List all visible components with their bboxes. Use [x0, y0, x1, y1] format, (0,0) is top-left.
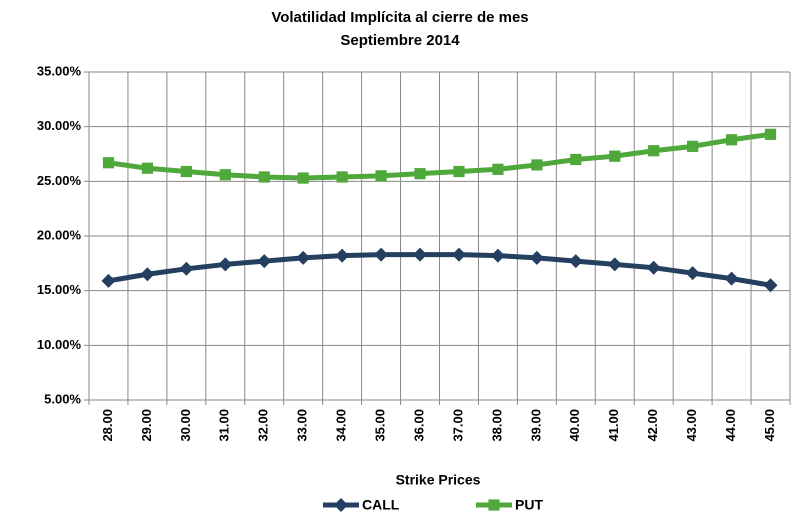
data-point: [179, 261, 194, 276]
y-tick-label: 35.00%: [37, 63, 82, 78]
x-tick-label: 35.00: [373, 409, 388, 442]
data-point: [218, 257, 233, 272]
series-line: [108, 131, 771, 181]
y-tick-label: 25.00%: [37, 173, 82, 188]
data-point: [414, 168, 426, 180]
legend-label: CALL: [362, 497, 400, 513]
chart-title: Volatilidad Implícita al cierre de mes: [271, 9, 528, 26]
data-point: [141, 162, 154, 174]
data-point: [529, 250, 544, 265]
x-tick-label: 33.00: [295, 409, 310, 442]
legend-label: PUT: [515, 497, 543, 513]
data-point: [763, 278, 778, 293]
y-tick-label: 30.00%: [37, 118, 82, 133]
y-tick-label: 10.00%: [37, 337, 82, 352]
data-point: [570, 153, 582, 166]
data-point: [296, 250, 311, 265]
data-point: [102, 157, 115, 169]
data-point: [257, 254, 272, 269]
data-point: [180, 165, 192, 178]
data-point: [724, 271, 739, 286]
x-tick-label: 31.00: [217, 409, 232, 442]
x-tick-label: 39.00: [528, 409, 543, 442]
x-tick-label: 40.00: [567, 409, 582, 442]
x-tick-label: 28.00: [100, 409, 115, 442]
x-tick-label: 36.00: [411, 409, 426, 442]
x-tick-label: 43.00: [684, 409, 699, 442]
data-point: [531, 159, 543, 171]
data-point: [140, 267, 155, 282]
data-point: [725, 134, 738, 146]
data-point: [490, 248, 505, 263]
data-point: [219, 169, 231, 181]
x-tick-label: 29.00: [139, 409, 154, 442]
data-point: [375, 170, 387, 182]
legend-marker: [334, 498, 348, 512]
y-tick-label: 5.00%: [44, 391, 81, 406]
data-point: [646, 260, 661, 275]
x-tick-label: 32.00: [256, 409, 271, 442]
data-point: [374, 247, 389, 262]
data-point: [609, 150, 621, 162]
data-point: [258, 171, 270, 183]
data-point: [453, 165, 465, 178]
data-point: [685, 266, 700, 281]
x-tick-label: 45.00: [762, 409, 777, 442]
data-point: [687, 140, 699, 152]
y-tick-label: 20.00%: [37, 227, 82, 242]
data-point: [101, 273, 116, 288]
data-point: [568, 254, 583, 269]
x-tick-label: 34.00: [334, 409, 349, 442]
x-tick-label: 41.00: [606, 409, 621, 442]
data-point: [297, 172, 309, 184]
x-tick-label: 42.00: [645, 409, 660, 442]
data-point: [413, 247, 428, 262]
data-point: [648, 145, 660, 157]
data-point: [336, 171, 348, 183]
x-tick-label: 44.00: [723, 409, 738, 442]
data-point: [451, 247, 466, 262]
x-tick-label: 38.00: [489, 409, 504, 442]
data-point: [492, 163, 504, 175]
data-point: [764, 128, 777, 140]
x-tick-label: 30.00: [178, 409, 193, 442]
x-axis-label: Strike Prices: [396, 472, 481, 488]
data-point: [607, 257, 622, 272]
data-point: [335, 248, 350, 263]
x-tick-label: 37.00: [450, 409, 465, 442]
chart-subtitle: Septiembre 2014: [340, 32, 460, 49]
legend-marker: [488, 499, 500, 511]
y-tick-label: 15.00%: [37, 282, 82, 297]
series-line: [108, 252, 771, 288]
